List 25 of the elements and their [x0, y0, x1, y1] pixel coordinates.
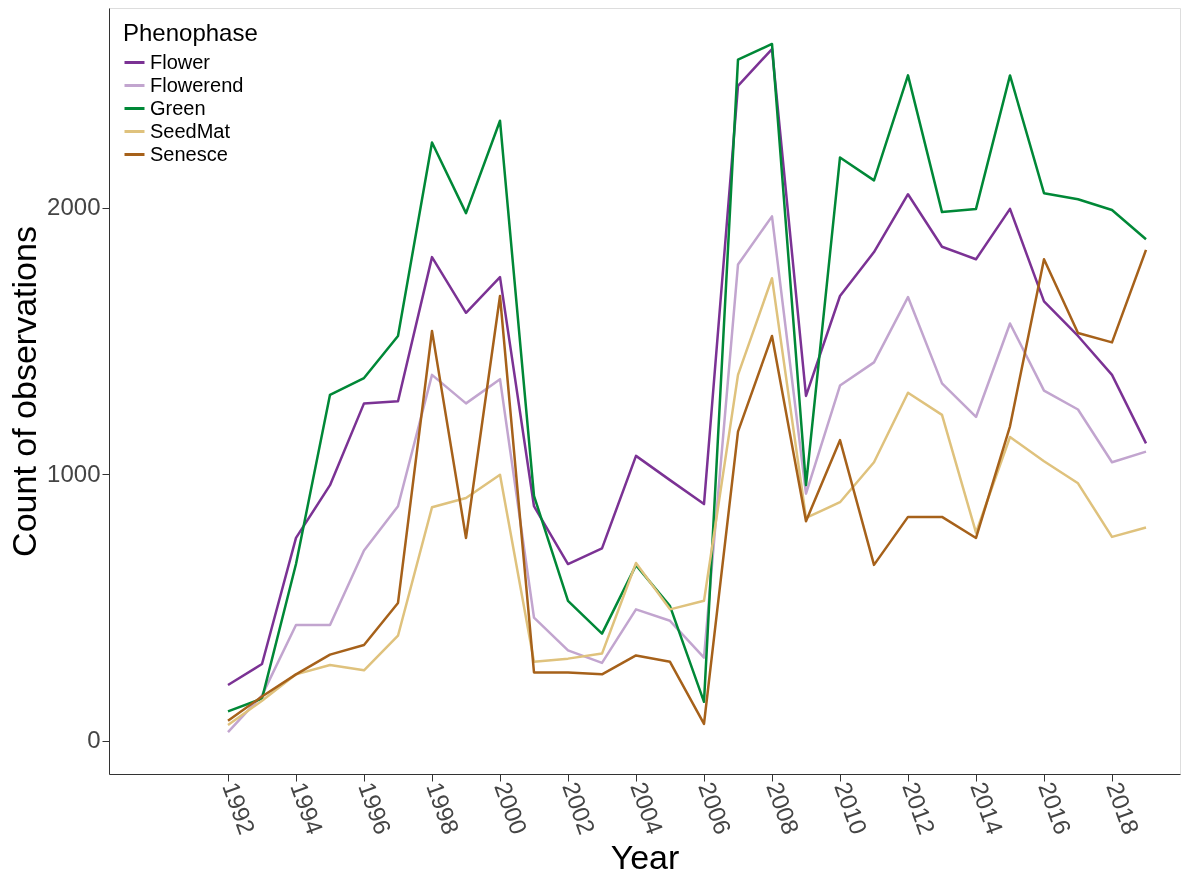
legend-title: Phenophase — [123, 19, 258, 46]
y-tick-label: 1000 — [47, 459, 101, 487]
legend-label: Flower — [150, 50, 211, 73]
legend-label: Flowerend — [150, 73, 244, 96]
x-tick-label: 2016 — [1033, 778, 1077, 838]
legend-label: Senesce — [150, 142, 228, 165]
x-tick-label: 1996 — [353, 778, 397, 838]
y-tick-label: 2000 — [47, 193, 101, 221]
x-tick-label: 2000 — [489, 778, 533, 838]
x-tick-label: 2012 — [897, 778, 941, 838]
x-tick-label: 2004 — [625, 778, 669, 838]
x-tick-label: 1994 — [285, 778, 329, 838]
y-axis-title: Count of observations — [5, 226, 44, 557]
x-tick-label: 2006 — [693, 778, 737, 838]
x-tick-label: 2008 — [761, 778, 805, 838]
y-tick-label: 0 — [87, 726, 101, 754]
x-tick-label: 2014 — [965, 778, 1009, 838]
x-tick-label: 1998 — [421, 778, 465, 838]
legend-label: SeedMat — [150, 119, 231, 142]
x-tick-label: 2010 — [829, 778, 873, 838]
legend-label: Green — [150, 96, 206, 119]
x-tick-label: 1992 — [217, 778, 261, 838]
x-tick-label: 2018 — [1101, 778, 1145, 838]
x-axis-title: Year — [610, 837, 680, 876]
x-tick-label: 2002 — [557, 778, 601, 838]
